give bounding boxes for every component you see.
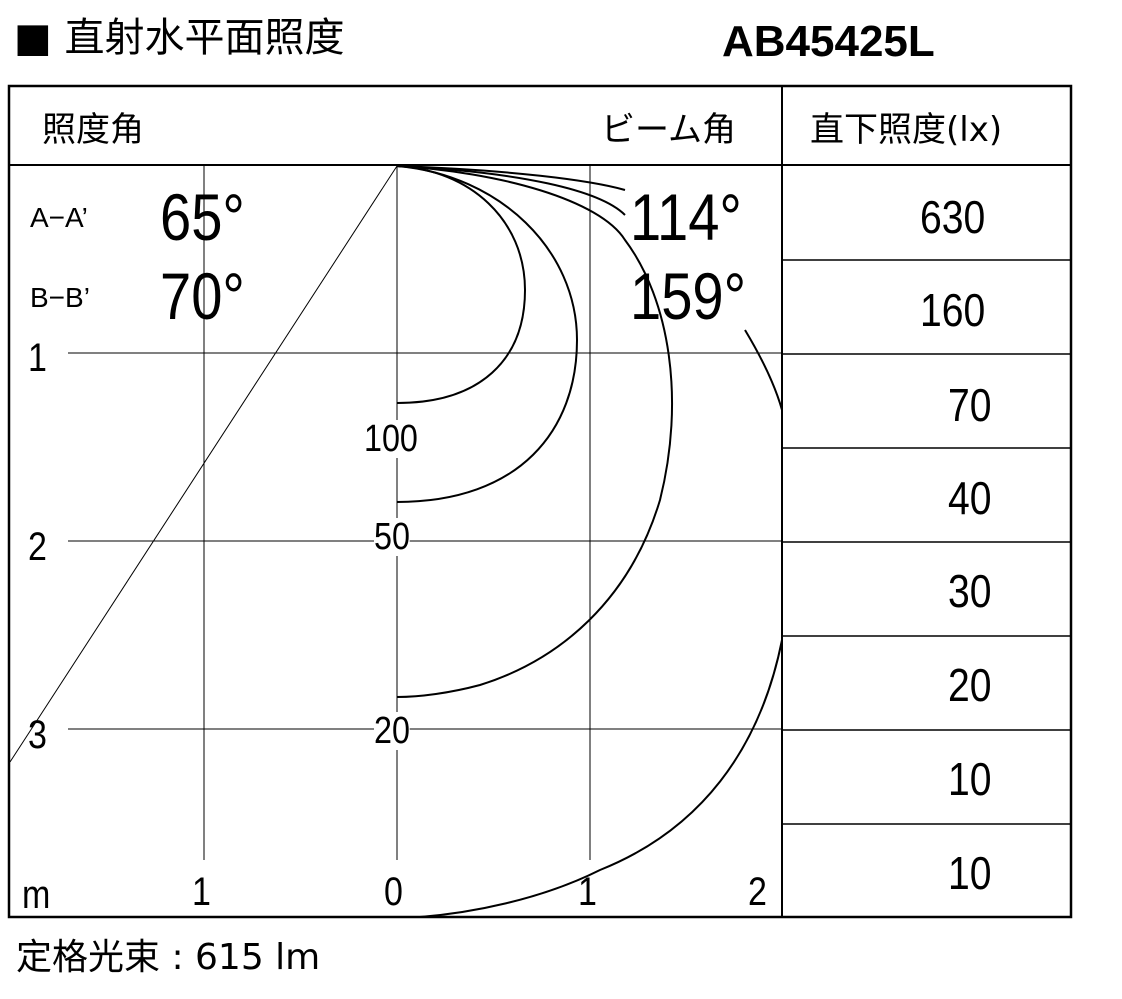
distance-label-y: 3 [28, 713, 47, 757]
distance-label-x: 0 [384, 870, 403, 914]
direct-illuminance-value: 10 [948, 847, 992, 899]
distance-label-y: 2 [28, 525, 47, 569]
illuminance-angle-header: 照度角 [42, 110, 144, 150]
cutoff-line [9, 165, 398, 763]
model-number: AB45425L [722, 17, 935, 66]
illuminance-angle-value: 65° [160, 180, 245, 254]
direct-illuminance-value: 10 [948, 753, 992, 805]
distance-label-y: 1 [28, 336, 47, 380]
distance-label-x: 2 [748, 870, 767, 914]
isolux-curves [396, 165, 783, 918]
value-row-dividers [782, 259, 1071, 825]
section-label: A−A’ [30, 202, 88, 233]
direct-illuminance-value: 630 [920, 191, 986, 243]
isolux-10-lower [396, 165, 783, 918]
beam-angle-value: 159° [630, 259, 747, 333]
isolux-100 [396, 165, 527, 404]
contour-label: 100 [364, 418, 418, 460]
beam-angle-value: 114° [630, 180, 742, 254]
direct-illuminance-value: 70 [948, 379, 992, 431]
direct-illuminance-value: 40 [948, 472, 992, 524]
diagram-title: ■ 直射水平面照度 [14, 15, 345, 61]
contour-label: 20 [374, 710, 410, 752]
direct-illuminance-header: 直下照度(lx) [810, 110, 1003, 150]
contour-label: 50 [374, 516, 410, 558]
direct-illuminance-value: 20 [948, 659, 992, 711]
isolux-50 [396, 165, 579, 503]
illuminance-angle-value: 70° [160, 259, 245, 333]
beam-angle-header: ビーム角 [601, 110, 736, 150]
section-label: B−B’ [30, 282, 90, 313]
isolux-20 [396, 165, 673, 698]
distance-unit: m [22, 873, 51, 917]
distance-label-x: 1 [192, 870, 211, 914]
direct-illuminance-value: 160 [920, 284, 986, 336]
distance-label-x: 1 [578, 870, 597, 914]
frame [7, 84, 1073, 919]
rated-luminous-flux: 定格光束 : 615 lm [16, 937, 321, 978]
direct-illuminance-value: 30 [948, 565, 992, 617]
